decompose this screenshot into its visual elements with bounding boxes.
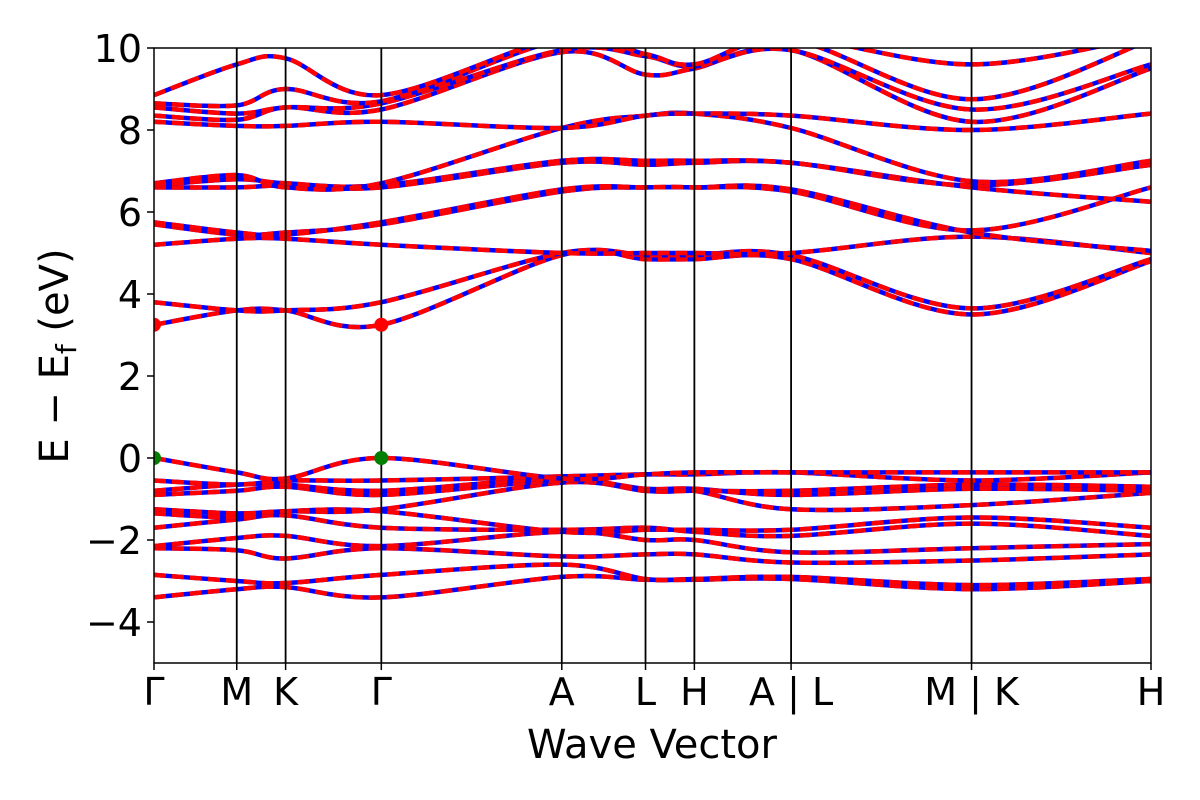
band-edge-markers [154, 317, 389, 465]
band-lines [154, 48, 1151, 600]
y-tick-label: 0 [118, 437, 142, 481]
plot-frame [153, 47, 1152, 664]
band-line-red [154, 512, 1151, 539]
band-line-red [154, 234, 1151, 257]
band-line-red [154, 48, 1103, 98]
band-line-red [154, 562, 1151, 588]
band-line-red [154, 156, 1151, 189]
band-line-red [154, 111, 1151, 133]
y-axis-ticks: −4 −2 0 2 4 6 8 10 [86, 27, 154, 645]
band-line-red [154, 48, 1137, 109]
band-line-red [154, 48, 1151, 125]
y-tick-label: 2 [118, 355, 142, 399]
x-tick-label: Γ [143, 670, 164, 714]
y-tick-label: 10 [94, 27, 142, 71]
y-tick-label: 8 [118, 109, 142, 153]
y-axis-label-unit: (eV) [32, 248, 78, 344]
y-tick-label: −4 [86, 601, 142, 645]
y-axis-label-main: E − E [32, 354, 78, 464]
vbm-marker [374, 451, 389, 465]
x-tick-label: Γ [371, 670, 392, 714]
x-tick-label: L [635, 670, 656, 714]
band-line-red [154, 48, 1151, 116]
band-line-red [154, 529, 1151, 555]
x-tick-label: A [549, 670, 575, 714]
band-line-red [154, 545, 1151, 566]
x-tick-label: K [273, 670, 299, 714]
cbm-marker [154, 317, 161, 332]
y-tick-label: 6 [118, 191, 142, 235]
band-line-red [154, 184, 1151, 238]
x-tick-label: M | K [924, 670, 1020, 715]
y-tick-label: −2 [86, 519, 142, 563]
x-tick-label: M [220, 670, 253, 714]
band-line-red [154, 455, 1151, 482]
x-tick-label: H [680, 670, 709, 714]
x-tick-label: A | L [749, 670, 833, 715]
cbm-marker [374, 317, 389, 332]
y-tick-label: 4 [118, 273, 142, 317]
y-axis-label-subscript: f [50, 343, 83, 354]
x-tick-label: H [1137, 670, 1166, 714]
band-line-red [154, 573, 1151, 600]
band-line-red [154, 476, 1151, 494]
vbm-marker [154, 451, 161, 465]
y-axis-label: E − Ef (eV) [32, 248, 83, 463]
x-axis-label: Wave Vector [527, 722, 778, 768]
kpoint-lines [235, 48, 973, 663]
